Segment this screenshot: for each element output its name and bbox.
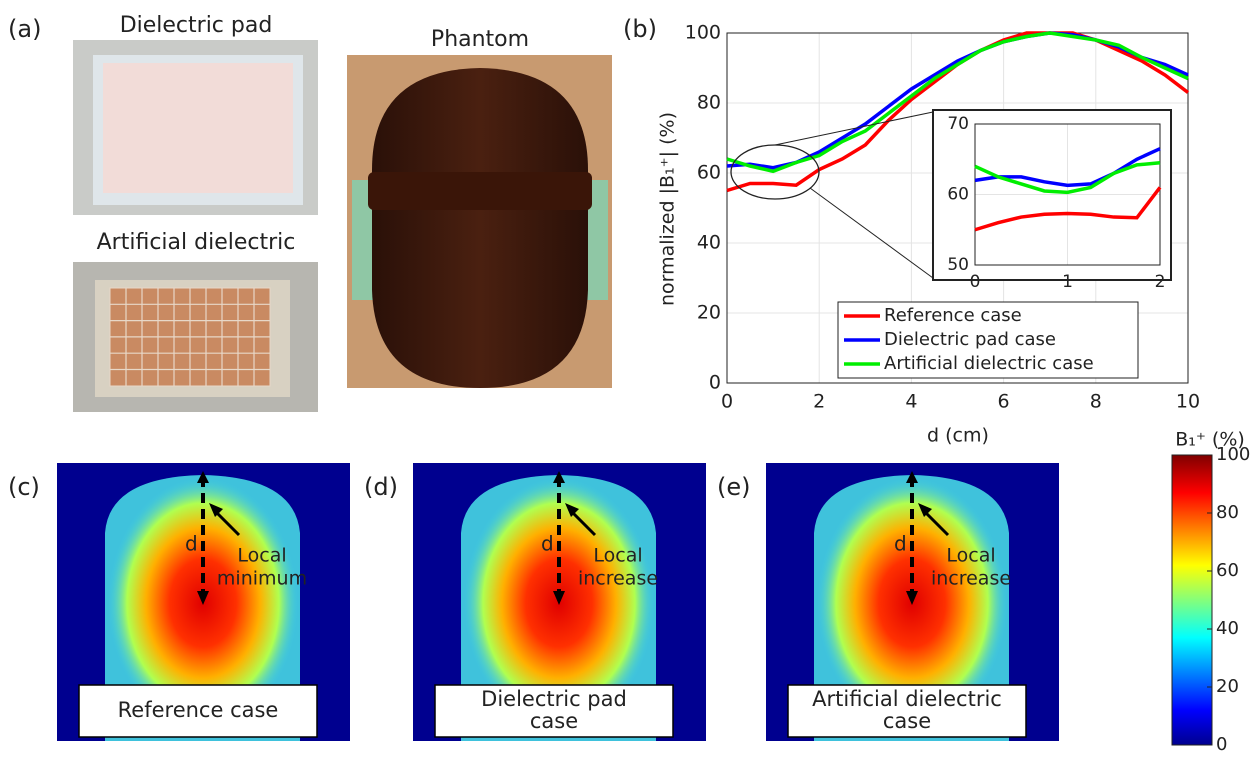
annotation: minimum: [217, 568, 307, 590]
legend-label: Dielectric pad case: [884, 329, 1056, 350]
x-tick-label: 2: [1155, 272, 1166, 292]
colorbar-tick-label: 20: [1216, 676, 1239, 697]
case-label: Artificial dielectric: [812, 687, 1002, 711]
x-tick-label: 0: [721, 391, 733, 413]
panel-label: (a): [8, 15, 41, 43]
phantom: [372, 68, 588, 388]
y-tick-label: 0: [709, 372, 721, 394]
colorbar-tick-label: 100: [1216, 444, 1250, 465]
y-tick-label: 80: [697, 92, 721, 114]
d-label: d: [185, 532, 198, 556]
photo-title: Dielectric pad: [120, 13, 273, 38]
y-tick-label: 70: [947, 114, 969, 134]
panel-label: (b): [623, 15, 657, 43]
colorbar-tick-label: 80: [1216, 502, 1239, 523]
x-tick-label: 6: [998, 391, 1010, 413]
photo-title: Artificial dielectric: [97, 230, 296, 255]
panel-label: (e): [717, 473, 751, 501]
pad-powder: [103, 63, 293, 193]
legend-label: Reference case: [884, 305, 1022, 326]
colorbar-tick-label: 0: [1216, 734, 1227, 754]
d-label: d: [541, 532, 554, 556]
x-tick-label: 2: [813, 391, 825, 413]
y-tick-label: 60: [947, 185, 969, 205]
phantom-band: [368, 172, 592, 210]
annotation: increase: [931, 568, 1011, 590]
d-label: d: [894, 532, 907, 556]
x-tick-label: 1: [1062, 272, 1073, 292]
x-axis-label: d (cm): [927, 425, 989, 447]
panel-a: (a) Dielectric pad Artificial dielectric…: [8, 13, 612, 412]
colorbar-tick-label: 60: [1216, 560, 1239, 581]
x-tick-label: 8: [1090, 391, 1102, 413]
x-tick-label: 0: [970, 272, 981, 292]
colorbar-tick-label: 40: [1216, 618, 1239, 639]
figure: (a) Dielectric pad Artificial dielectric…: [0, 0, 1257, 754]
y-tick-label: 100: [685, 22, 721, 44]
y-tick-label: 40: [697, 232, 721, 254]
y-axis-label: normalized |B₁⁺| (%): [657, 112, 679, 306]
y-tick-label: 50: [947, 255, 969, 275]
colorbar-gradient: [1172, 455, 1212, 745]
x-tick-label: 4: [905, 391, 917, 413]
annotation: Local: [593, 545, 642, 567]
annotation: Local: [946, 545, 995, 567]
photo-title: Phantom: [431, 27, 529, 52]
panel-label: (d): [364, 473, 398, 501]
x-tick-label: 10: [1176, 391, 1200, 413]
y-tick-label: 20: [697, 302, 721, 324]
case-label: case: [530, 709, 578, 733]
case-label: Dielectric pad: [481, 687, 627, 711]
legend-label: Artificial dielectric case: [884, 353, 1094, 374]
annotation: Local: [237, 545, 286, 567]
y-tick-label: 60: [697, 162, 721, 184]
panel-label: (c): [8, 473, 40, 501]
annotation: increase: [578, 568, 658, 590]
case-label: Reference case: [118, 698, 279, 722]
case-label: case: [883, 709, 931, 733]
